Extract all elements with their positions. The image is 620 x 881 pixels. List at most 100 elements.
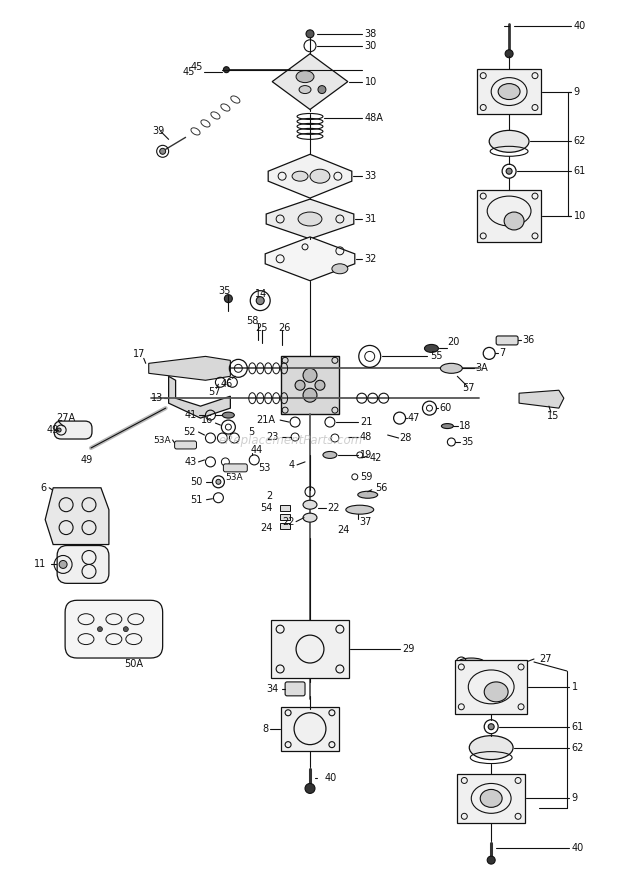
Text: 8: 8: [262, 723, 268, 734]
Text: 1: 1: [572, 682, 578, 692]
Ellipse shape: [504, 212, 524, 230]
Polygon shape: [169, 376, 231, 418]
Text: eReplacementParts.com: eReplacementParts.com: [218, 433, 362, 447]
Polygon shape: [45, 488, 109, 544]
Text: 58: 58: [246, 315, 259, 326]
Text: 37: 37: [360, 516, 372, 527]
Ellipse shape: [223, 412, 234, 418]
Circle shape: [315, 381, 325, 390]
Text: 16: 16: [201, 415, 213, 426]
Bar: [477, 69, 541, 115]
Text: 2: 2: [266, 491, 272, 500]
Text: 48: 48: [360, 432, 372, 442]
Text: 53A: 53A: [226, 473, 243, 482]
Ellipse shape: [484, 682, 508, 702]
Text: 50A: 50A: [124, 659, 143, 669]
Text: 61: 61: [572, 722, 584, 732]
Text: 44: 44: [250, 445, 262, 455]
Bar: [455, 660, 527, 714]
Text: 34: 34: [266, 684, 278, 694]
Text: 62: 62: [574, 137, 586, 146]
Bar: [458, 774, 525, 823]
Text: 32: 32: [365, 254, 377, 263]
Text: 46: 46: [220, 379, 232, 389]
Circle shape: [123, 626, 128, 632]
Text: 41: 41: [184, 411, 197, 420]
Text: 54: 54: [260, 503, 272, 513]
Text: 45: 45: [182, 67, 195, 77]
Text: 59: 59: [360, 472, 372, 482]
Ellipse shape: [310, 169, 330, 183]
FancyBboxPatch shape: [175, 441, 197, 449]
Text: 43: 43: [184, 457, 197, 467]
Text: 3A: 3A: [476, 363, 488, 374]
Circle shape: [57, 428, 61, 432]
Ellipse shape: [498, 84, 520, 100]
Ellipse shape: [489, 130, 529, 152]
FancyBboxPatch shape: [496, 336, 518, 345]
Circle shape: [488, 723, 494, 729]
Circle shape: [306, 30, 314, 38]
Bar: [271, 620, 349, 678]
Text: 27A: 27A: [56, 413, 75, 423]
FancyBboxPatch shape: [223, 464, 247, 472]
Circle shape: [256, 297, 264, 305]
Text: 22: 22: [327, 503, 339, 513]
Circle shape: [318, 85, 326, 93]
Polygon shape: [281, 357, 339, 414]
Text: 45: 45: [190, 62, 203, 71]
Circle shape: [224, 294, 232, 302]
Text: 52: 52: [183, 427, 195, 437]
Text: 35: 35: [461, 437, 474, 447]
Polygon shape: [268, 154, 352, 198]
Circle shape: [303, 368, 317, 382]
Text: 53A: 53A: [153, 435, 170, 445]
Text: 24: 24: [260, 522, 272, 533]
Ellipse shape: [358, 492, 378, 499]
Text: 15: 15: [547, 411, 559, 421]
Text: 6: 6: [40, 483, 46, 492]
Text: 42: 42: [370, 453, 382, 463]
Text: 11: 11: [34, 559, 46, 569]
Text: 39: 39: [153, 126, 165, 137]
Text: 40: 40: [572, 843, 584, 853]
Ellipse shape: [480, 789, 502, 807]
Text: 57: 57: [208, 388, 221, 397]
Text: 14: 14: [255, 289, 267, 299]
Bar: [280, 522, 290, 529]
Circle shape: [295, 381, 305, 390]
Text: 56: 56: [374, 483, 387, 492]
Ellipse shape: [441, 424, 453, 428]
Bar: [477, 190, 541, 242]
Ellipse shape: [458, 658, 484, 666]
Text: 62: 62: [572, 743, 584, 752]
Circle shape: [506, 168, 512, 174]
Text: 10: 10: [574, 211, 586, 221]
Text: 29: 29: [402, 644, 415, 654]
Text: 9: 9: [572, 794, 578, 803]
Text: 49: 49: [46, 425, 58, 435]
Bar: [281, 707, 339, 751]
Text: 21: 21: [360, 417, 372, 427]
Text: 18: 18: [459, 421, 472, 431]
Ellipse shape: [299, 85, 311, 93]
Text: 40: 40: [325, 774, 337, 783]
Ellipse shape: [296, 70, 314, 83]
Text: 55: 55: [430, 352, 443, 361]
Text: 28: 28: [400, 433, 412, 443]
Circle shape: [305, 783, 315, 794]
Circle shape: [487, 856, 495, 864]
Polygon shape: [519, 390, 564, 408]
Text: 57: 57: [463, 383, 475, 393]
Polygon shape: [265, 237, 355, 281]
Text: 33: 33: [365, 171, 377, 181]
Ellipse shape: [346, 505, 374, 515]
Circle shape: [160, 148, 166, 154]
Text: 47: 47: [407, 413, 420, 423]
Text: 40: 40: [574, 21, 586, 31]
Ellipse shape: [292, 171, 308, 181]
Ellipse shape: [332, 263, 348, 274]
Ellipse shape: [323, 451, 337, 458]
Text: 50: 50: [190, 477, 203, 487]
Polygon shape: [266, 199, 354, 239]
